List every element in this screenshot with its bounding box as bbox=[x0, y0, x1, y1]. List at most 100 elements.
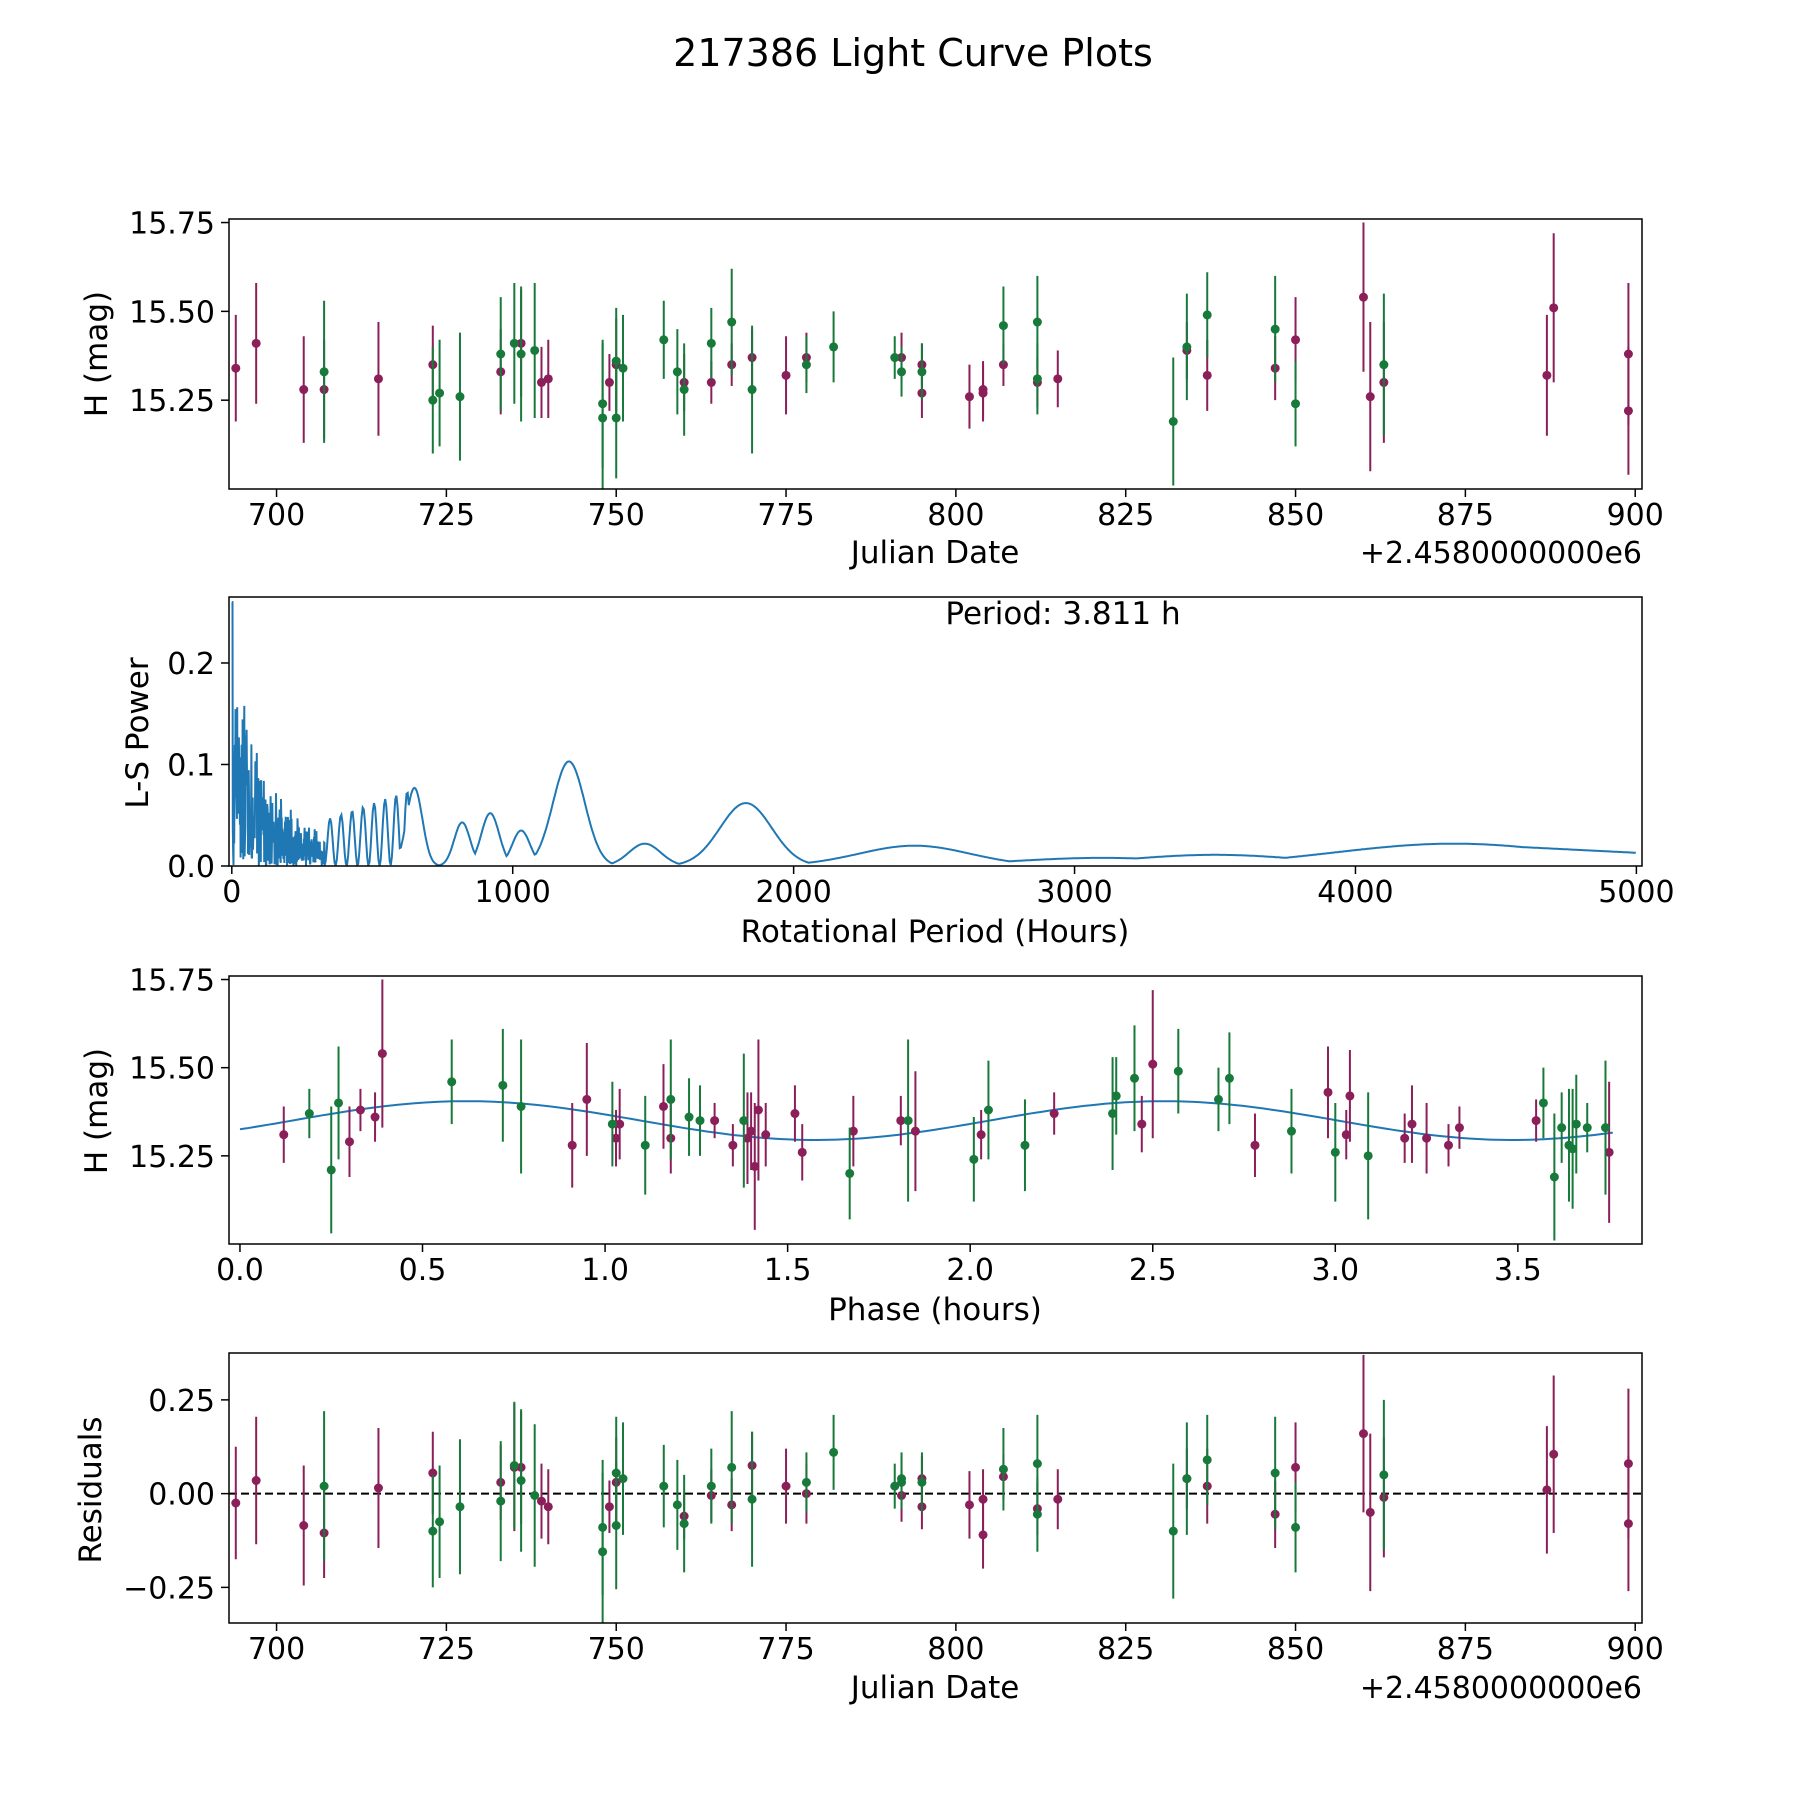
data-point bbox=[1422, 1133, 1432, 1143]
data-point bbox=[969, 1154, 979, 1164]
data-point bbox=[1108, 1109, 1118, 1119]
data-point bbox=[761, 1130, 771, 1140]
data-point bbox=[801, 360, 811, 370]
data-point bbox=[607, 1119, 617, 1129]
figure-title: 217386 Light Curve Plots bbox=[673, 31, 1153, 75]
data-point bbox=[1341, 1130, 1351, 1140]
data-point bbox=[706, 338, 716, 348]
data-point bbox=[1330, 1147, 1340, 1157]
data-point bbox=[509, 338, 519, 348]
x-tick-label: 825 bbox=[1097, 1632, 1154, 1667]
data-point bbox=[1202, 310, 1212, 320]
data-point bbox=[659, 1481, 669, 1491]
data-point bbox=[618, 363, 628, 373]
phase-xlabel: Phase (hours) bbox=[828, 1292, 1042, 1328]
data-point bbox=[428, 395, 438, 405]
data-point bbox=[890, 353, 900, 363]
data-point bbox=[1291, 1462, 1301, 1472]
x-tick-label: 750 bbox=[588, 498, 645, 533]
data-point bbox=[604, 1502, 614, 1512]
data-point bbox=[611, 1468, 621, 1478]
data-point bbox=[659, 335, 669, 345]
data-point bbox=[1358, 292, 1368, 302]
data-point bbox=[1549, 303, 1559, 313]
data-point bbox=[746, 1126, 756, 1136]
data-point bbox=[1454, 1123, 1464, 1133]
data-point bbox=[1250, 1140, 1260, 1150]
y-tick-label: 0.00 bbox=[148, 1478, 215, 1513]
data-point bbox=[251, 1476, 261, 1485]
x-tick-label: 825 bbox=[1097, 498, 1154, 533]
data-point bbox=[1538, 1098, 1548, 1108]
x-tick-label: 875 bbox=[1437, 498, 1494, 533]
periodogram-panel: 0 1000 2000 3000 4000 5000 0.0 0.1 0.2 bbox=[167, 596, 1675, 910]
data-point bbox=[1365, 1507, 1375, 1517]
data-point bbox=[640, 1140, 650, 1150]
data-point bbox=[790, 1109, 800, 1119]
data-point bbox=[1358, 1429, 1368, 1439]
model-curve bbox=[239, 1100, 1613, 1141]
data-point bbox=[728, 1140, 738, 1150]
data-point bbox=[1291, 399, 1301, 409]
x-tick-label: 2000 bbox=[755, 875, 831, 910]
data-point bbox=[355, 1105, 365, 1115]
data-point bbox=[428, 1468, 438, 1478]
data-point bbox=[890, 1481, 900, 1491]
lightcurve-panel: 700 725 750 775 800 825 850 875 900 15.25 15.50 15.… bbox=[129, 207, 1664, 533]
x-tick-label: 0.0 bbox=[216, 1253, 264, 1288]
data-point bbox=[377, 1049, 387, 1059]
data-point bbox=[428, 1526, 438, 1536]
data-point bbox=[1582, 1123, 1592, 1133]
data-point bbox=[684, 1112, 694, 1122]
data-point bbox=[1571, 1119, 1581, 1129]
data-point bbox=[1365, 392, 1375, 402]
data-point bbox=[1557, 1123, 1567, 1133]
data-point bbox=[373, 374, 383, 384]
data-point bbox=[1032, 317, 1042, 327]
data-point bbox=[1443, 1140, 1453, 1150]
data-point bbox=[739, 1116, 749, 1126]
x-tick-label: 2.5 bbox=[1129, 1253, 1177, 1288]
data-point bbox=[896, 1116, 906, 1126]
data-point bbox=[319, 367, 329, 377]
data-point bbox=[1182, 1474, 1192, 1484]
data-point bbox=[1182, 342, 1192, 352]
x-tick-label: 750 bbox=[588, 1632, 645, 1667]
periodogram-xlabel: Rotational Period (Hours) bbox=[741, 914, 1130, 950]
data-point bbox=[279, 1130, 289, 1140]
data-point bbox=[978, 385, 988, 395]
data-point bbox=[742, 1133, 752, 1143]
data-point bbox=[672, 367, 682, 377]
data-point bbox=[964, 1500, 974, 1510]
data-point bbox=[897, 367, 907, 377]
x-tick-label: 800 bbox=[927, 1632, 984, 1667]
data-point bbox=[598, 1547, 608, 1557]
data-point bbox=[845, 1168, 855, 1178]
data-point bbox=[747, 385, 757, 395]
data-point bbox=[1270, 324, 1280, 334]
y-tick-label: 0.1 bbox=[167, 748, 215, 783]
data-point bbox=[611, 413, 621, 423]
data-point bbox=[370, 1112, 380, 1122]
data-point bbox=[710, 1116, 720, 1126]
data-point bbox=[679, 385, 689, 395]
data-point bbox=[727, 1462, 737, 1472]
data-point bbox=[695, 1116, 705, 1126]
data-point bbox=[1323, 1087, 1333, 1097]
x-tick-label: 3.0 bbox=[1311, 1253, 1359, 1288]
data-point bbox=[326, 1165, 336, 1175]
data-point bbox=[536, 1496, 546, 1506]
data-point bbox=[530, 345, 540, 355]
data-point bbox=[543, 374, 553, 384]
x-tick-label: 4000 bbox=[1317, 875, 1393, 910]
residuals-panel: 700 725 750 775 800 825 850 875 900 −0.25 0.00 0.25 bbox=[123, 1352, 1664, 1667]
data-point bbox=[231, 363, 241, 373]
y-tick-label: 0.25 bbox=[148, 1384, 215, 1419]
data-point bbox=[1379, 1470, 1389, 1480]
x-tick-label: 2.0 bbox=[946, 1253, 994, 1288]
x-tick-label: 3.5 bbox=[1494, 1253, 1542, 1288]
x-tick-label: 0.5 bbox=[399, 1253, 447, 1288]
data-point bbox=[829, 1447, 839, 1457]
data-point bbox=[516, 349, 526, 359]
